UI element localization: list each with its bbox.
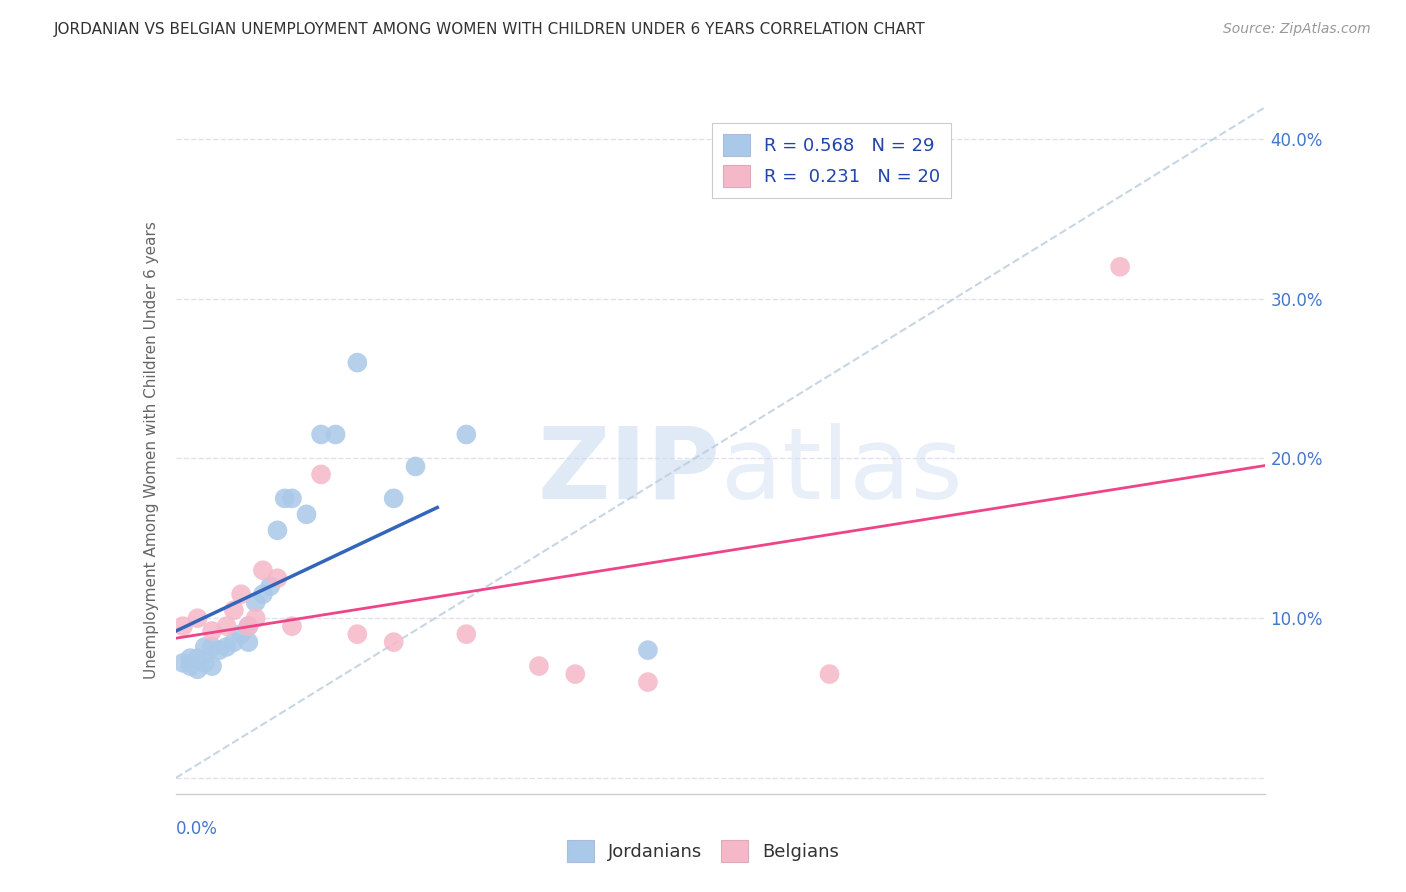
Point xyxy=(222,635,245,649)
Point xyxy=(281,491,304,506)
Point xyxy=(637,675,659,690)
Text: JORDANIAN VS BELGIAN UNEMPLOYMENT AMONG WOMEN WITH CHILDREN UNDER 6 YEARS CORREL: JORDANIAN VS BELGIAN UNEMPLOYMENT AMONG … xyxy=(53,22,925,37)
Point xyxy=(259,579,281,593)
Point xyxy=(238,619,260,633)
Text: ZIP: ZIP xyxy=(537,423,721,519)
Legend: Jordanians, Belgians: Jordanians, Belgians xyxy=(560,833,846,870)
Point xyxy=(231,587,253,601)
Point xyxy=(274,491,297,506)
Point xyxy=(252,563,274,577)
Point xyxy=(252,587,274,601)
Point xyxy=(637,643,659,657)
Y-axis label: Unemployment Among Women with Children Under 6 years: Unemployment Among Women with Children U… xyxy=(143,221,159,680)
Point xyxy=(309,427,332,442)
Point xyxy=(186,651,209,665)
Legend: R = 0.568   N = 29, R =  0.231   N = 20: R = 0.568 N = 29, R = 0.231 N = 20 xyxy=(711,123,952,198)
Point xyxy=(309,467,332,482)
Point xyxy=(281,619,304,633)
Point xyxy=(215,619,238,633)
Point xyxy=(325,427,347,442)
Point xyxy=(564,667,586,681)
Text: atlas: atlas xyxy=(721,423,962,519)
Point xyxy=(266,571,288,585)
Point xyxy=(231,627,253,641)
Point xyxy=(266,524,288,538)
Point xyxy=(527,659,550,673)
Point xyxy=(245,595,267,609)
Point xyxy=(208,643,231,657)
Point xyxy=(194,656,217,670)
Point xyxy=(238,619,260,633)
Point xyxy=(295,508,318,522)
Point xyxy=(382,635,405,649)
Point xyxy=(201,624,224,638)
Point xyxy=(186,662,209,676)
Point xyxy=(1109,260,1132,274)
Point xyxy=(238,635,260,649)
Point xyxy=(172,656,194,670)
Point xyxy=(346,356,368,370)
Point xyxy=(179,659,201,673)
Point xyxy=(818,667,841,681)
Point xyxy=(346,627,368,641)
Point xyxy=(172,619,194,633)
Point xyxy=(194,640,217,654)
Point xyxy=(382,491,405,506)
Point xyxy=(456,427,478,442)
Point xyxy=(456,627,478,641)
Point xyxy=(186,611,209,625)
Text: 0.0%: 0.0% xyxy=(176,820,218,838)
Point xyxy=(201,640,224,654)
Point xyxy=(245,611,267,625)
Point xyxy=(201,659,224,673)
Point xyxy=(179,651,201,665)
Point xyxy=(215,640,238,654)
Text: Source: ZipAtlas.com: Source: ZipAtlas.com xyxy=(1223,22,1371,37)
Point xyxy=(222,603,245,617)
Point xyxy=(405,459,427,474)
